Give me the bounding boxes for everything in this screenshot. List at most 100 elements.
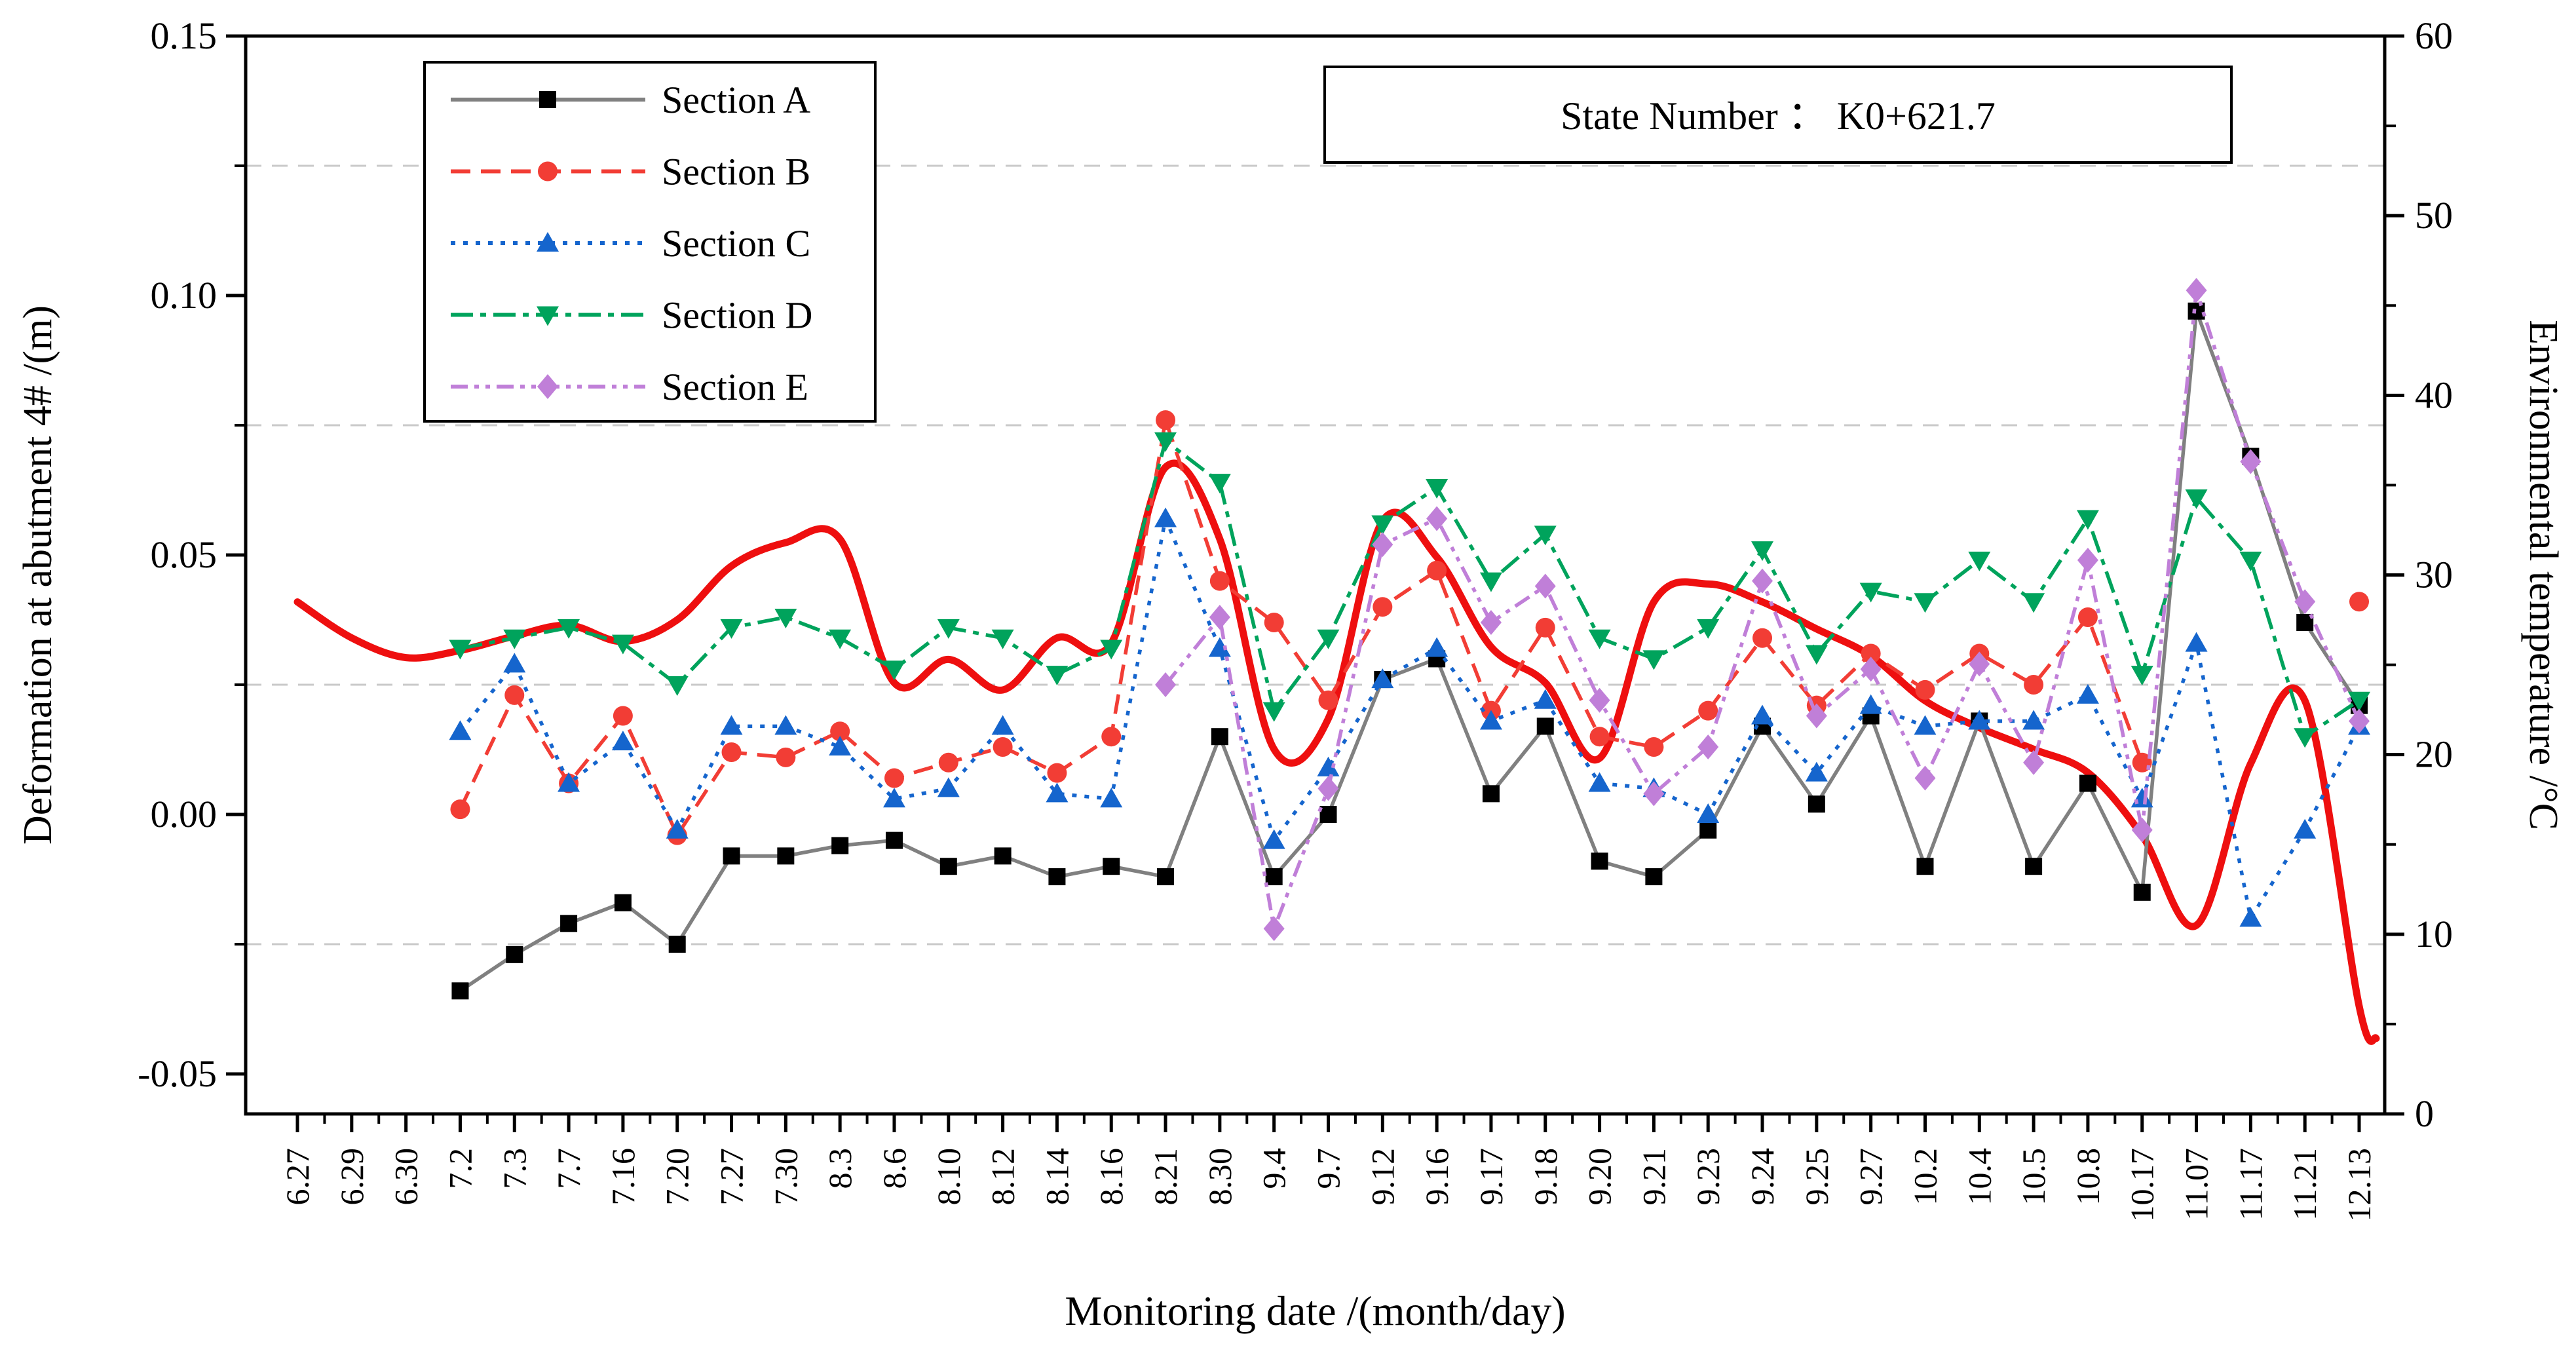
marker-circle [1915, 679, 1935, 700]
x-tick-label: 7.27 [713, 1148, 750, 1206]
x-tick-label: 6.30 [388, 1148, 425, 1206]
marker-triangle-up [774, 715, 797, 735]
marker-triangle-down [1208, 474, 1231, 494]
marker-circle [1209, 571, 1230, 591]
marker-triangle-up [558, 772, 580, 792]
marker-square [1265, 868, 1283, 886]
marker-triangle-up [1859, 694, 1882, 714]
marker-triangle-down [503, 629, 526, 649]
marker-triangle-down [1317, 629, 1340, 649]
series-line-section-c [459, 512, 2361, 923]
marker-triangle-up [720, 715, 743, 735]
x-tick-label: 7.7 [550, 1148, 587, 1189]
marker-triangle-down [1642, 650, 1665, 670]
marker-square [451, 982, 469, 1000]
marker-diamond [1914, 765, 1936, 791]
marker-circle [776, 747, 796, 767]
marker-circle [450, 799, 470, 820]
x-tick-label: 11.17 [2232, 1148, 2269, 1221]
state-number-box [1323, 66, 2233, 164]
state-number-text: State Number ： K0+621.7 [1561, 94, 1996, 138]
marker-square [668, 936, 686, 953]
right-axis-title: Environmental temperature /°C [2521, 320, 2566, 830]
marker-diamond [1752, 568, 1773, 594]
marker-triangle-down [2348, 691, 2370, 712]
marker-square [614, 894, 632, 911]
marker-circle [1318, 690, 1338, 710]
marker-diamond [1372, 532, 1393, 558]
marker-circle [1644, 737, 1664, 757]
marker-triangle-down [611, 634, 634, 655]
marker-diamond [1263, 916, 1285, 942]
right-tick-label: 30 [2415, 554, 2453, 596]
marker-triangle-down [1046, 666, 1069, 686]
marker-circle [1752, 628, 1773, 648]
marker-triangle-up [1426, 637, 1449, 657]
series-line-section-e [1164, 290, 2361, 936]
x-tick-label: 9.27 [1853, 1148, 1889, 1206]
marker-triangle-down [666, 676, 689, 696]
marker-triangle-down [829, 629, 852, 649]
marker-square [1048, 868, 1066, 886]
marker-circle [1101, 727, 1122, 747]
legend-label-section-e: Section E [662, 366, 808, 408]
marker-square [1916, 858, 1934, 875]
marker-triangle-up [503, 653, 526, 673]
x-tick-label: 9.25 [1798, 1148, 1835, 1206]
marker-triangle-down [1805, 645, 1828, 665]
marker-square [539, 91, 556, 108]
x-tick-label: 9.7 [1310, 1148, 1347, 1189]
marker-diamond [1480, 609, 1502, 635]
marker-triangle-down [1371, 515, 1394, 535]
marker-circle [613, 706, 633, 726]
marker-square [994, 847, 1012, 865]
marker-square [1699, 821, 1717, 839]
series-line-section-d [459, 438, 2360, 740]
marker-diamond [2240, 449, 2262, 474]
x-tick-label: 10.5 [2015, 1148, 2052, 1206]
marker-circle [1698, 700, 1718, 721]
x-tick-label: 12.13 [2341, 1148, 2377, 1222]
legend-label-section-d: Section D [662, 294, 812, 337]
x-tick-label: 9.23 [1690, 1148, 1726, 1206]
marker-triangle-up [666, 818, 689, 839]
marker-square [2133, 883, 2151, 901]
marker-square [1103, 858, 1120, 875]
x-tick-label: 9.21 [1635, 1148, 1672, 1206]
marker-triangle-up [1534, 689, 1557, 709]
left-tick-label: 0.10 [151, 274, 218, 316]
marker-circle [1427, 560, 1447, 581]
marker-triangle-down [2239, 551, 2262, 571]
marker-circle [1861, 643, 1881, 664]
marker-diamond [537, 374, 558, 399]
marker-triangle-down [937, 619, 960, 639]
right-tick-label: 40 [2415, 373, 2453, 416]
marker-square [1157, 868, 1175, 886]
x-tick-label: 10.17 [2124, 1148, 2161, 1222]
x-tick-label: 7.16 [605, 1148, 641, 1206]
marker-diamond [1806, 703, 1827, 729]
marker-triangle-down [1479, 572, 1502, 592]
marker-triangle-up [449, 720, 472, 740]
marker-circle [2077, 607, 2098, 628]
marker-triangle-up [937, 777, 960, 797]
marker-triangle-down [2131, 666, 2153, 686]
marker-triangle-down [774, 609, 797, 629]
marker-circle [721, 742, 742, 762]
marker-square [723, 847, 740, 865]
x-tick-label: 9.24 [1744, 1148, 1781, 1206]
marker-circle [1589, 727, 1610, 747]
marker-square [2079, 774, 2096, 792]
x-tick-label: 9.16 [1418, 1148, 1455, 1206]
marker-triangle-down [2185, 489, 2208, 509]
marker-square [1591, 852, 1608, 870]
marker-triangle-up [1588, 772, 1611, 792]
marker-triangle-up [611, 731, 634, 751]
marker-triangle-up [991, 715, 1014, 735]
marker-triangle-up [1371, 668, 1394, 689]
marker-triangle-up [1805, 761, 1828, 782]
marker-square [1211, 728, 1228, 746]
marker-circle [504, 685, 525, 705]
marker-diamond [1317, 776, 1339, 801]
